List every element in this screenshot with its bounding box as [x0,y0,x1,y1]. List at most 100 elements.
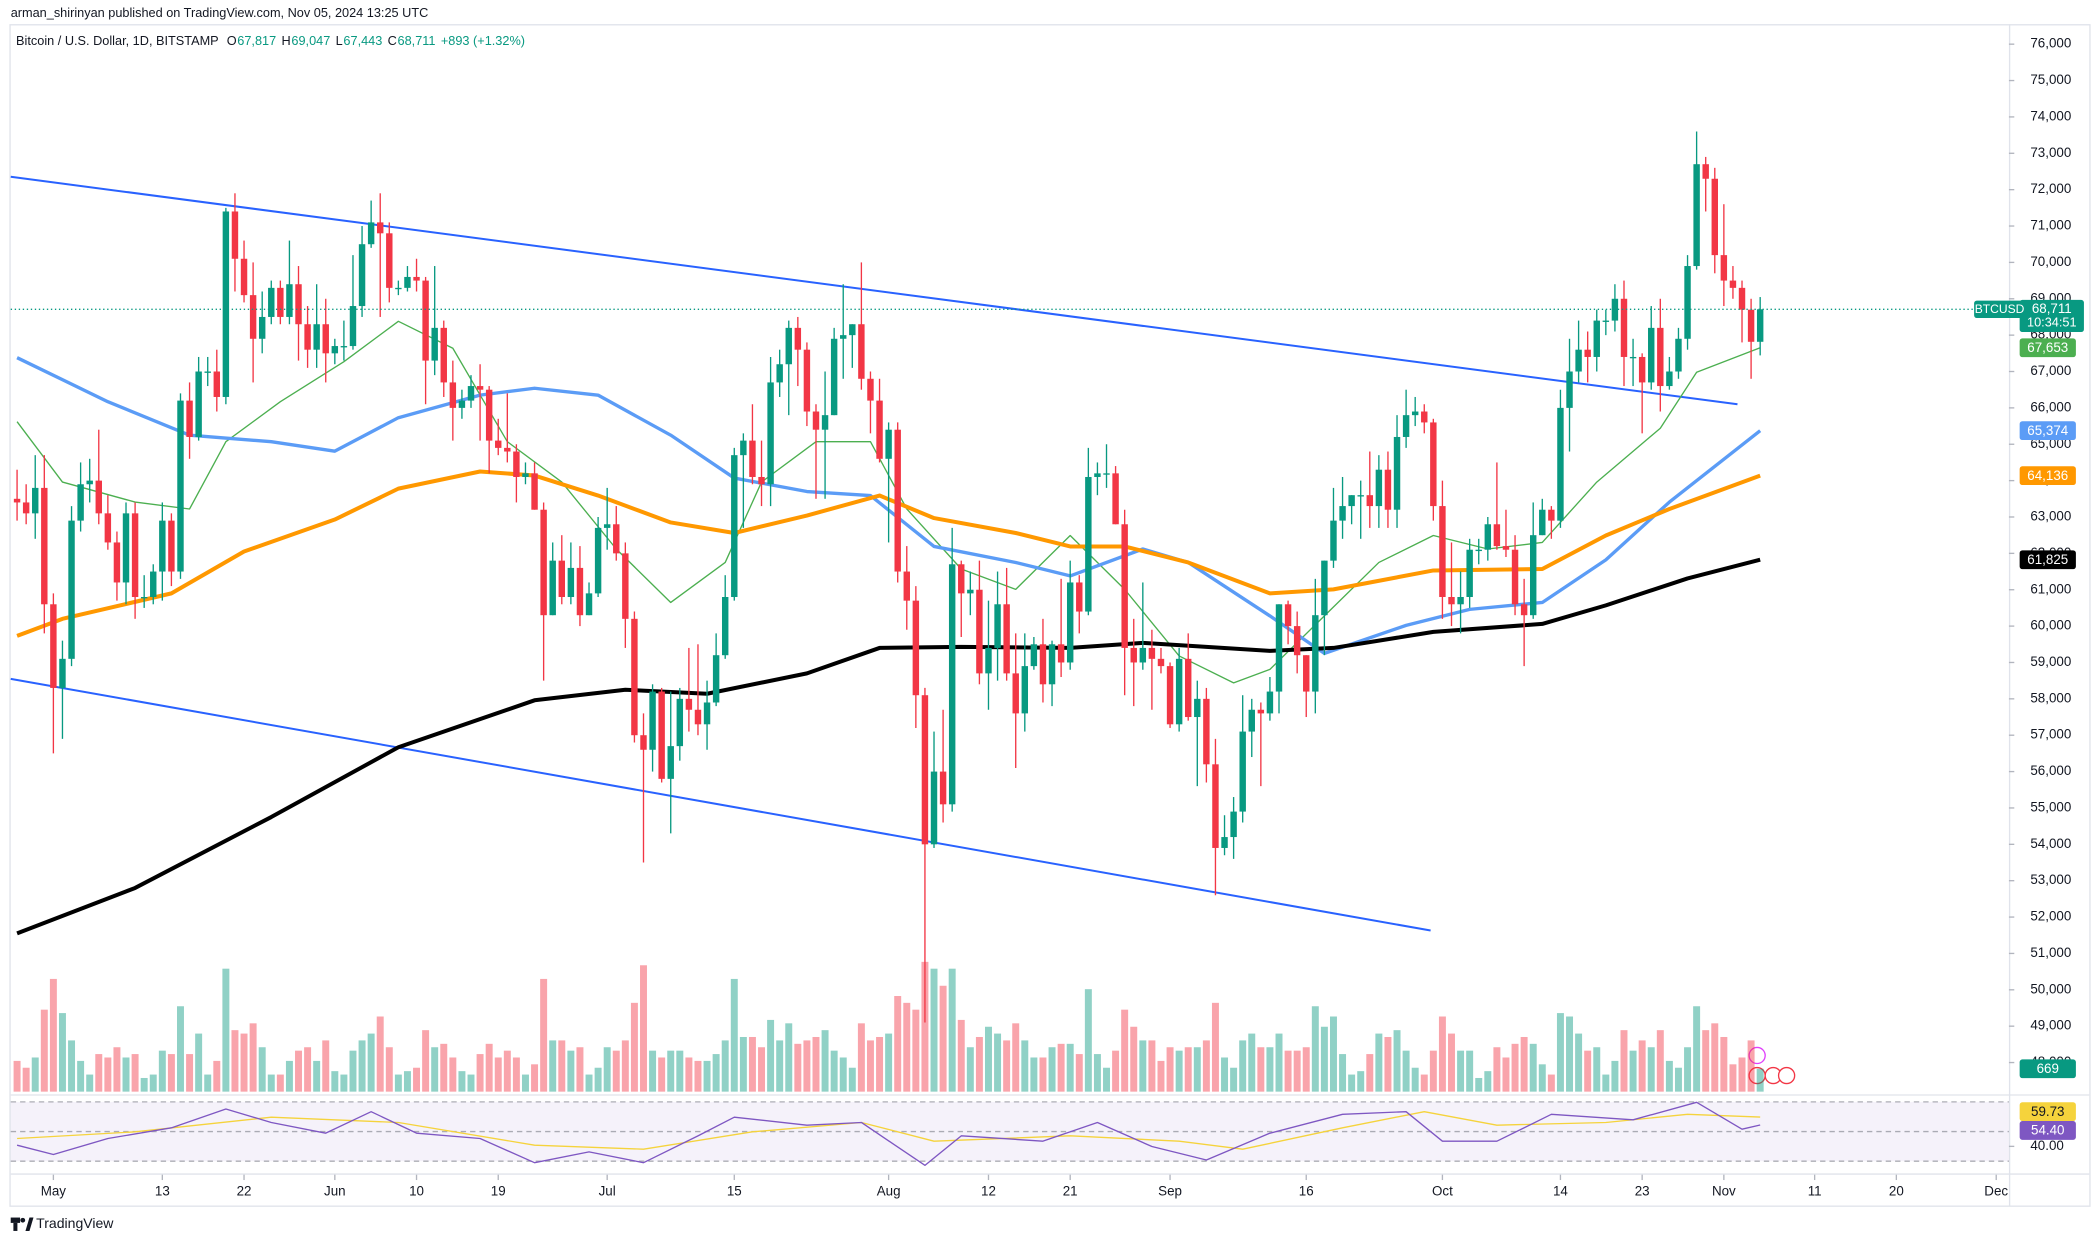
candle-body [1230,811,1237,838]
y-tick-label: 55,000 [2030,799,2071,814]
volume-bar [77,1060,85,1092]
candle-body [821,415,829,430]
volume-bar [785,1023,793,1092]
volume-bar [249,1023,257,1092]
volume-bar [1320,1026,1328,1092]
volume-bar [1202,1040,1210,1092]
volume-bar [1357,1071,1365,1092]
volume-bar [830,1050,838,1092]
ma-value-label-box [2019,338,2076,358]
y-tick-label: 58,000 [2030,690,2071,705]
candle-body [558,560,566,598]
candle-body [268,287,275,317]
volume-bar [1230,1067,1238,1092]
volume-bar [957,1019,965,1092]
candle-body [1185,658,1192,718]
volume-bar [58,1013,66,1092]
volume-bar [1547,1074,1555,1092]
candle-body [59,658,66,688]
volume-bar [776,1040,784,1092]
candle-body [658,691,665,779]
candle-body [467,386,475,401]
volume-bar [485,1043,493,1092]
candle-body [1221,837,1228,848]
volume-bar [512,1057,520,1092]
candle-body [812,411,820,430]
candle-body [1148,647,1156,659]
volume-bar [667,1050,675,1092]
legend-value: 67,443 [343,33,382,48]
candle-body [413,276,420,281]
x-tick-label: Oct [1432,1184,1453,1199]
event-icons [1748,1046,1796,1085]
volume-bar [122,1057,130,1092]
volume-bar [1420,1074,1428,1092]
legend-key: H [282,33,291,48]
volume-bar [903,1002,911,1092]
candle-body [395,287,402,290]
volume-bar [1638,1040,1646,1092]
candle-body [567,567,575,598]
volume-bar [1438,1016,1446,1092]
volume-bar [767,1019,775,1092]
candle-body [1130,647,1137,663]
candle-body [386,233,393,288]
candle-body [840,335,847,339]
volume-bar [803,1040,811,1092]
candle-body [676,698,684,747]
candle-body [68,520,75,659]
y-tick-label: 54,000 [2030,836,2071,851]
candle-body [50,604,57,688]
candle-body [1520,604,1528,616]
y-tick-label: 51,000 [2030,945,2071,960]
volume-bar [1012,1023,1020,1092]
candle-body [1303,655,1310,692]
footer-logo [10,1217,34,1231]
candle-body [295,284,302,325]
volume-bar [1366,1054,1374,1092]
chart-title: Bitcoin / U.S. Dollar, 1D, BITSTAMP [16,33,219,48]
candle-body [1239,731,1246,812]
candle-body [1466,549,1473,598]
ma-value-label: 65,374 [2027,423,2068,438]
volume-bar [1030,1057,1038,1092]
candle-body [1357,495,1364,497]
rsi-tick-label: 40.00 [2030,1138,2063,1153]
candle-body [1339,506,1346,521]
volume-bar [494,1057,502,1092]
volume-bar [313,1060,321,1092]
logo-part [20,1217,26,1223]
volume-bar [1656,1030,1664,1092]
candle-body [1384,469,1392,510]
candle-body [422,280,429,361]
x-tick-label: 19 [491,1184,506,1199]
candle-body [1194,698,1201,718]
candle-body [939,771,947,805]
volume-bar [712,1054,720,1092]
candle-body [803,349,811,412]
volume-bar [1139,1040,1147,1092]
volume-bar [930,968,938,1092]
candle-body [195,371,202,437]
volume-bar [540,978,548,1092]
price-box [2019,299,2084,333]
volume-bar [658,1057,666,1092]
volume-bar [521,1074,529,1092]
event-icon [1748,1046,1766,1065]
volume-bar [1021,1040,1029,1092]
symbol-label: BTCUSD [1975,302,2025,316]
moving-average-line [16,557,1761,936]
candle-body [1756,309,1764,342]
volume-bar [1175,1050,1183,1092]
candle-body [222,211,230,397]
candle-body [1575,349,1582,372]
volume-bar [876,1036,884,1092]
ma-value-label-box [2019,550,2076,570]
volume-bar [549,1040,557,1092]
candle-body [948,564,956,805]
candle-body [1039,644,1047,685]
volume-bar [1184,1047,1192,1092]
candle-body [431,327,438,361]
volume-bar [1311,1006,1319,1092]
